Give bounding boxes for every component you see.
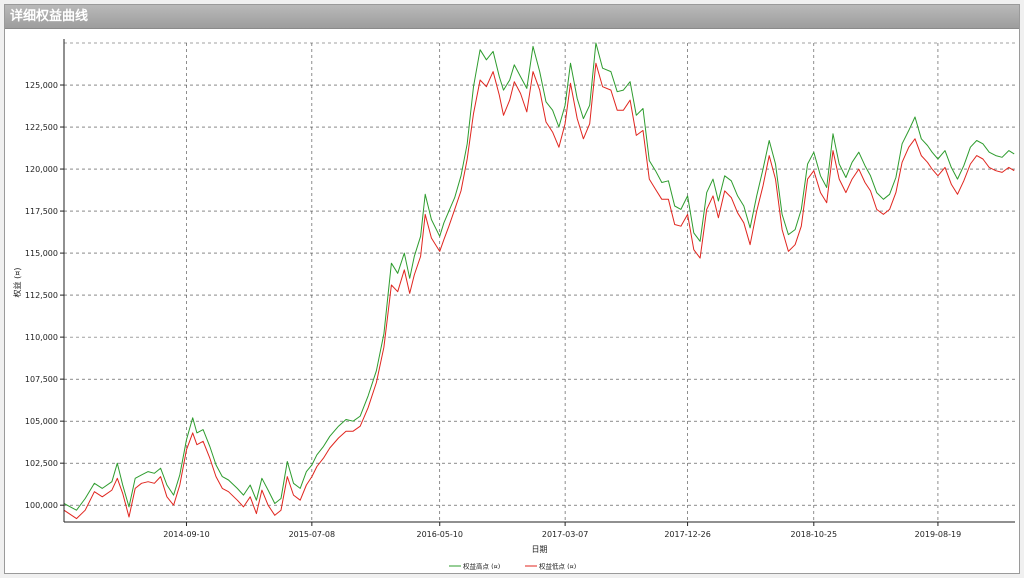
- y-tick-label: 115,000: [25, 249, 58, 258]
- x-tick-label: 2016-05-10: [416, 530, 463, 539]
- series-layer: [63, 42, 1015, 520]
- legend: 权益高点 (¤) 权益低点 (¤): [449, 562, 576, 571]
- x-tick-label: 2019-08-19: [915, 530, 962, 539]
- x-tick-label: 2015-07-08: [289, 530, 336, 539]
- x-tick-label: 2018-10-25: [791, 530, 838, 539]
- x-tick-label: 2014-09-10: [163, 530, 210, 539]
- y-tick-label: 120,000: [25, 165, 58, 174]
- axes-layer: [60, 39, 1015, 526]
- x-tick-label: 2017-03-07: [542, 530, 589, 539]
- y-tick-label: 100,000: [25, 501, 58, 510]
- y-tick-label: 107,500: [25, 375, 58, 384]
- series-line-high: [63, 42, 1015, 511]
- equity-curve-panel: 详细权益曲线 100,000 102,500 105,000 107,500 110,0…: [4, 4, 1020, 574]
- x-axis-label: 日期: [532, 545, 548, 554]
- y-tick-label: 102,500: [25, 459, 58, 468]
- panel-title: 详细权益曲线: [10, 9, 89, 24]
- series-line-low: [63, 62, 1015, 520]
- y-tick-label: 110,000: [25, 333, 58, 342]
- y-axis-label: 权益 (¤): [12, 268, 22, 298]
- panel-header: 详细权益曲线: [5, 5, 1019, 29]
- labels-layer: 100,000 102,500 105,000 107,500 110,000 112,5…: [12, 81, 961, 554]
- y-tick-label: 122,500: [25, 123, 58, 132]
- y-tick-label: 117,500: [25, 207, 58, 216]
- legend-label: 权益低点 (¤): [539, 562, 576, 571]
- y-tick-label: 112,500: [25, 291, 58, 300]
- legend-label: 权益高点 (¤): [463, 562, 500, 571]
- y-tick-label: 105,000: [25, 417, 58, 426]
- x-tick-label: 2017-12-26: [664, 530, 711, 539]
- y-tick-label: 125,000: [25, 81, 58, 90]
- equity-chart[interactable]: 100,000 102,500 105,000 107,500 110,000 112,5…: [5, 5, 1019, 573]
